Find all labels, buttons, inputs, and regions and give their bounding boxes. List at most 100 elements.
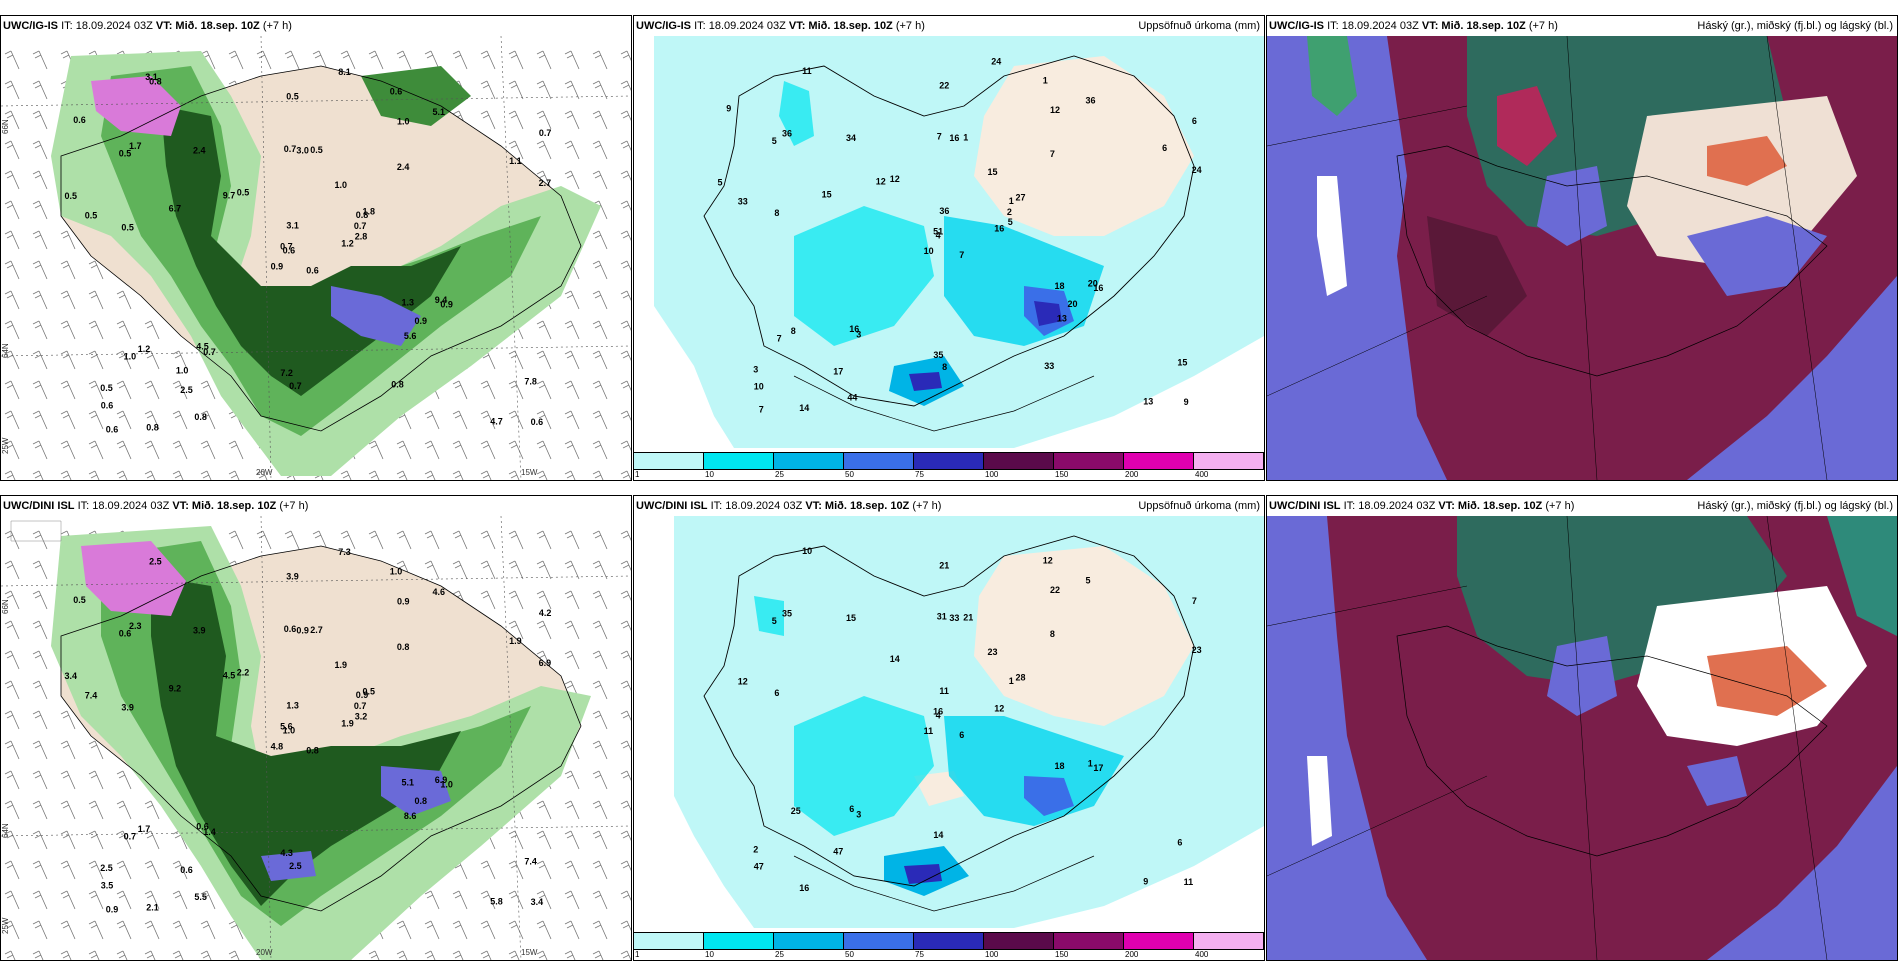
- field-value-label: 2.3: [129, 621, 142, 631]
- field-value-label: 2.2: [237, 668, 250, 678]
- field-value-label: 6: [1192, 116, 1197, 126]
- field-value-label: 1.7: [129, 141, 142, 151]
- field-value-label: 1.9: [335, 660, 348, 670]
- map-clouds-bottom[interactable]: [1267, 516, 1897, 960]
- panel-header: UWC/IG-IS IT: 18.09.2024 03Z VT: Mið. 18…: [1267, 16, 1897, 36]
- wind-barb: [424, 530, 440, 550]
- field-value-label: 0.6: [73, 115, 86, 125]
- wind-barb: [32, 50, 48, 70]
- colorbar-tick-label: 10: [705, 470, 714, 479]
- wind-barb: [620, 140, 631, 151]
- wind-barb: [32, 110, 48, 130]
- field-value-label: 0.5: [119, 148, 132, 158]
- colorbar: 1 10 25 50 75 100 150 200 400: [634, 932, 1264, 959]
- field-value-label: 24: [991, 57, 1001, 67]
- colorbar-tick-label: 25: [775, 950, 784, 959]
- wind-barb: [396, 50, 412, 70]
- colorbar-cell: [774, 453, 844, 469]
- wind-barb: [508, 410, 524, 430]
- wind-barb: [32, 200, 48, 220]
- map-precip-top[interactable]: 7 5 4 3 1 3 1 1 12 16 11 9 8 6 10 7 14 7 15 8 12 10 17 16 27 16 36…: [634, 36, 1264, 448]
- wind-barb: [144, 860, 160, 880]
- field-value-label: 1.7: [138, 824, 151, 834]
- wind-barb: [368, 50, 384, 70]
- colorbar-tick-label: 100: [985, 950, 999, 959]
- field-value-label: 0.7: [124, 832, 137, 842]
- field-value-label: 24: [1192, 165, 1202, 175]
- wind-barb: [144, 320, 160, 340]
- wind-barb: [396, 440, 412, 460]
- wind-barb: [480, 920, 496, 940]
- wind-barb: [620, 710, 631, 721]
- field-value-label: 9: [1143, 877, 1148, 887]
- wind-barb: [452, 440, 468, 460]
- wind-barb: [536, 380, 552, 400]
- wind-barb: [4, 590, 20, 610]
- wind-barb: [620, 470, 631, 480]
- wind-barb: [508, 470, 520, 480]
- field-value-label: 12: [994, 703, 1004, 713]
- wind-barb: [592, 680, 608, 700]
- field-value-label: 5: [772, 616, 777, 626]
- panel-header: UWC/DINI ISL IT: 18.09.2024 03Z VT: Mið.…: [1267, 496, 1897, 516]
- wind-barb: [536, 350, 552, 370]
- colorbar-tick-label: 10: [705, 950, 714, 959]
- field-value-label: 1.2: [138, 344, 151, 354]
- wind-barb: [4, 560, 20, 580]
- colorbar-tick-label: 200: [1125, 950, 1139, 959]
- field-value-label: 0.8: [146, 423, 159, 433]
- colorbar-tick-label: 25: [775, 470, 784, 479]
- lat-label-64n: 64N: [1, 823, 10, 838]
- field-value-label: 0.5: [363, 687, 376, 697]
- panel-field-title: Uppsöfnuð úrkoma (mm): [1138, 20, 1260, 32]
- field-value-label: 21: [939, 561, 949, 571]
- field-value-label: 7.4: [524, 856, 537, 866]
- field-value-label: 5: [718, 178, 723, 188]
- wind-barb: [228, 50, 244, 70]
- wind-barb: [620, 530, 631, 541]
- colorbar-cell: [634, 453, 704, 469]
- map-wind-top[interactable]: 0.6 0.5 0.6 0.5 0.8 0.7 0.6 0.5 1.0 1.2 0.8 0.6 0.5 0…: [1, 36, 631, 480]
- wind-barb: [536, 560, 552, 580]
- wind-barb: [480, 560, 496, 580]
- field-value-label: 12: [1043, 556, 1053, 566]
- lat-label-64n: 64N: [1, 343, 10, 358]
- colorbar-cell: [984, 933, 1054, 949]
- field-value-label: 0.5: [310, 145, 323, 155]
- colorbar-tick-label: 1: [635, 950, 640, 959]
- panel-field-title: Háský (gr.), miðský (fj.bl.) og lágský (…: [1697, 20, 1893, 32]
- wind-barb: [564, 140, 580, 160]
- wind-barb: [480, 410, 496, 430]
- wind-barb: [508, 830, 524, 850]
- wind-barb: [172, 380, 188, 400]
- panel-field-title: Háský (gr.), miðský (fj.bl.) og lágský (…: [1697, 500, 1893, 512]
- wind-barb: [620, 260, 631, 271]
- map-clouds-top[interactable]: [1267, 36, 1897, 480]
- field-value-label: 23: [988, 647, 998, 657]
- map-wind-bottom[interactable]: 0.8 0.6 1.0 2.5 0.9 1.4 1.0 2.7 0.9 1.9 2.5 3.4 3.9 4…: [1, 516, 631, 960]
- wind-barb: [536, 890, 552, 910]
- map-precip-bottom[interactable]: 6 5 4 2 1 3 12 21 22 12 10 11 6 7 11 8 16 31 23 25 14 47 47 33 2…: [634, 516, 1264, 928]
- field-value-label: 7.8: [524, 376, 537, 386]
- field-value-label: 9.7: [223, 190, 236, 200]
- wind-barb: [32, 410, 48, 430]
- wind-barb: [4, 50, 20, 70]
- wind-barb: [620, 110, 631, 121]
- wind-barb: [620, 290, 631, 301]
- field-value-label: 21: [963, 613, 973, 623]
- wind-barb: [116, 440, 132, 460]
- wind-barb: [592, 920, 608, 940]
- wind-barb: [424, 470, 436, 480]
- wind-barb: [508, 560, 524, 580]
- wind-barb: [480, 890, 496, 910]
- field-value-label: 14: [933, 830, 943, 840]
- wind-barb: [592, 710, 608, 730]
- field-value-label: 1: [1088, 759, 1093, 769]
- wind-barb: [4, 410, 20, 430]
- wind-barb: [564, 50, 580, 70]
- wind-barb: [368, 440, 384, 460]
- colorbar-cell: [774, 933, 844, 949]
- wind-barb: [88, 290, 104, 310]
- wind-barb: [284, 50, 300, 70]
- wind-barb: [4, 290, 20, 310]
